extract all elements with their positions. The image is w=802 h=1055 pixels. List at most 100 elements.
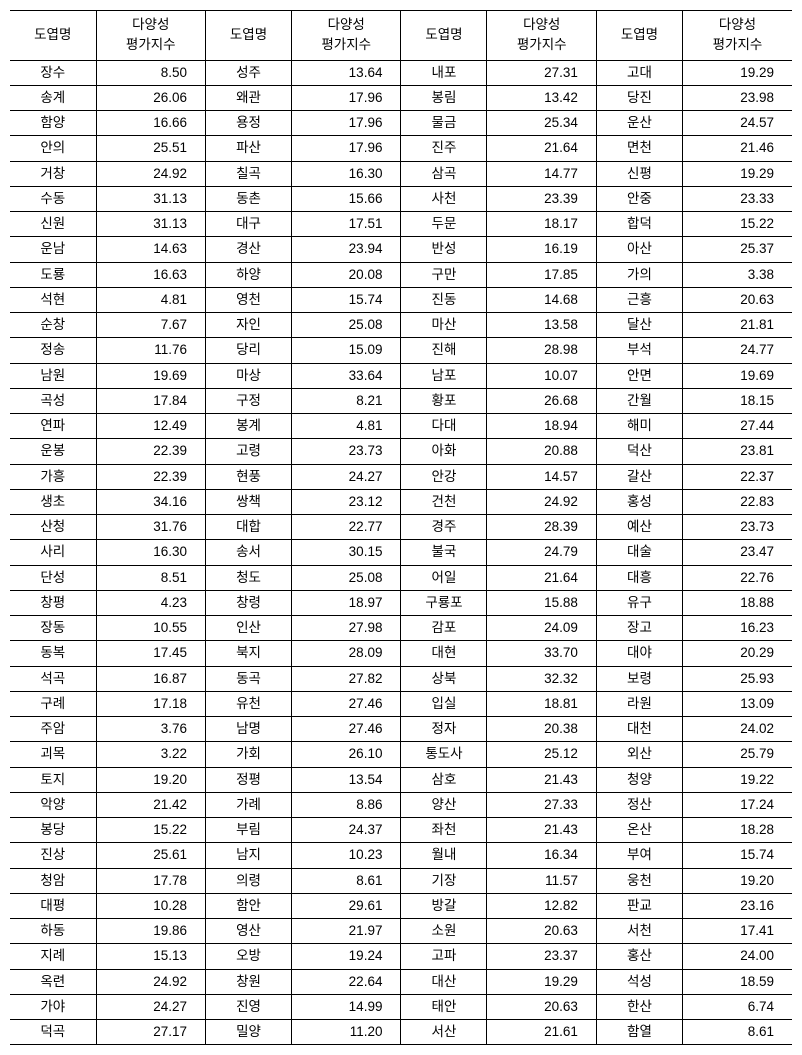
cell-name: 순창 bbox=[10, 313, 96, 338]
col-header-name-2: 도엽명 bbox=[205, 11, 291, 61]
table-row: 대평10.28함안29.61방갈12.82판교23.16 bbox=[10, 893, 792, 918]
cell-value: 11.20 bbox=[292, 1020, 401, 1045]
cell-name: 부여 bbox=[596, 843, 682, 868]
cell-name: 청암 bbox=[10, 868, 96, 893]
table-row: 석곡16.87동곡27.82상북32.32보령25.93 bbox=[10, 666, 792, 691]
cell-value: 17.41 bbox=[682, 919, 792, 944]
cell-name: 안면 bbox=[596, 363, 682, 388]
cell-value: 19.86 bbox=[96, 919, 205, 944]
cell-value: 21.43 bbox=[487, 818, 596, 843]
cell-value: 23.39 bbox=[487, 186, 596, 211]
cell-value: 15.88 bbox=[487, 590, 596, 615]
cell-value: 22.64 bbox=[292, 969, 401, 994]
cell-value: 24.57 bbox=[682, 111, 792, 136]
table-row: 석현4.81영천15.74진동14.68근흥20.63 bbox=[10, 287, 792, 312]
cell-name: 가례 bbox=[205, 792, 291, 817]
cell-value: 17.18 bbox=[96, 691, 205, 716]
table-row: 청암17.78의령8.61기장11.57웅천19.20 bbox=[10, 868, 792, 893]
cell-value: 15.74 bbox=[682, 843, 792, 868]
cell-name: 정평 bbox=[205, 767, 291, 792]
table-row: 남원19.69마상33.64남포10.07안면19.69 bbox=[10, 363, 792, 388]
cell-value: 27.46 bbox=[292, 717, 401, 742]
cell-name: 기장 bbox=[401, 868, 487, 893]
cell-value: 20.29 bbox=[682, 641, 792, 666]
cell-name: 칠곡 bbox=[205, 161, 291, 186]
cell-name: 의령 bbox=[205, 868, 291, 893]
cell-value: 19.20 bbox=[682, 868, 792, 893]
diversity-index-table: 도엽명 다양성평가지수 도엽명 다양성평가지수 도엽명 다양성평가지수 도엽명 … bbox=[10, 10, 792, 1045]
cell-name: 구만 bbox=[401, 262, 487, 287]
table-row: 곡성17.84구정8.21황포26.68간월18.15 bbox=[10, 388, 792, 413]
table-row: 창평4.23창령18.97구룡포15.88유구18.88 bbox=[10, 590, 792, 615]
col-header-value-1: 다양성평가지수 bbox=[96, 11, 205, 61]
cell-value: 11.57 bbox=[487, 868, 596, 893]
cell-value: 24.27 bbox=[292, 464, 401, 489]
cell-value: 24.27 bbox=[96, 994, 205, 1019]
table-row: 정송11.76당리15.09진해28.98부석24.77 bbox=[10, 338, 792, 363]
cell-name: 태안 bbox=[401, 994, 487, 1019]
cell-name: 물금 bbox=[401, 111, 487, 136]
cell-name: 두문 bbox=[401, 212, 487, 237]
cell-name: 파산 bbox=[205, 136, 291, 161]
cell-value: 24.92 bbox=[487, 489, 596, 514]
table-row: 안의25.51파산17.96진주21.64면천21.46 bbox=[10, 136, 792, 161]
cell-value: 8.61 bbox=[682, 1020, 792, 1045]
cell-value: 21.97 bbox=[292, 919, 401, 944]
cell-value: 14.99 bbox=[292, 994, 401, 1019]
cell-value: 23.94 bbox=[292, 237, 401, 262]
table-row: 단성8.51청도25.08어일21.64대흥22.76 bbox=[10, 565, 792, 590]
cell-name: 유천 bbox=[205, 691, 291, 716]
table-row: 송계26.06왜관17.96봉림13.42당진23.98 bbox=[10, 85, 792, 110]
cell-value: 16.63 bbox=[96, 262, 205, 287]
cell-value: 25.08 bbox=[292, 565, 401, 590]
cell-value: 24.02 bbox=[682, 717, 792, 742]
cell-name: 건천 bbox=[401, 489, 487, 514]
cell-name: 영천 bbox=[205, 287, 291, 312]
cell-name: 부림 bbox=[205, 818, 291, 843]
cell-name: 석성 bbox=[596, 969, 682, 994]
cell-value: 12.49 bbox=[96, 414, 205, 439]
cell-name: 대흥 bbox=[596, 565, 682, 590]
cell-value: 17.84 bbox=[96, 388, 205, 413]
cell-name: 단성 bbox=[10, 565, 96, 590]
cell-value: 24.92 bbox=[96, 969, 205, 994]
cell-name: 갈산 bbox=[596, 464, 682, 489]
cell-name: 황포 bbox=[401, 388, 487, 413]
cell-name: 동곡 bbox=[205, 666, 291, 691]
cell-value: 17.51 bbox=[292, 212, 401, 237]
cell-name: 안의 bbox=[10, 136, 96, 161]
table-row: 주암3.76남명27.46정자20.38대천24.02 bbox=[10, 717, 792, 742]
cell-value: 4.81 bbox=[292, 414, 401, 439]
cell-name: 진동 bbox=[401, 287, 487, 312]
table-row: 연파12.49봉계4.81다대18.94해미27.44 bbox=[10, 414, 792, 439]
table-row: 순창7.67자인25.08마산13.58달산21.81 bbox=[10, 313, 792, 338]
cell-name: 옥련 bbox=[10, 969, 96, 994]
cell-name: 면천 bbox=[596, 136, 682, 161]
cell-value: 25.34 bbox=[487, 111, 596, 136]
cell-name: 온산 bbox=[596, 818, 682, 843]
cell-value: 20.63 bbox=[487, 994, 596, 1019]
cell-value: 18.28 bbox=[682, 818, 792, 843]
cell-name: 삼호 bbox=[401, 767, 487, 792]
cell-name: 주암 bbox=[10, 717, 96, 742]
cell-name: 운봉 bbox=[10, 439, 96, 464]
cell-name: 북지 bbox=[205, 641, 291, 666]
table-row: 덕곡27.17밀양11.20서산21.61함열8.61 bbox=[10, 1020, 792, 1045]
cell-value: 27.82 bbox=[292, 666, 401, 691]
cell-name: 하양 bbox=[205, 262, 291, 287]
cell-name: 덕산 bbox=[596, 439, 682, 464]
cell-name: 장동 bbox=[10, 616, 96, 641]
cell-value: 15.22 bbox=[682, 212, 792, 237]
cell-value: 16.87 bbox=[96, 666, 205, 691]
cell-value: 20.63 bbox=[487, 919, 596, 944]
cell-value: 23.12 bbox=[292, 489, 401, 514]
cell-value: 15.22 bbox=[96, 818, 205, 843]
cell-value: 20.08 bbox=[292, 262, 401, 287]
cell-value: 19.24 bbox=[292, 944, 401, 969]
cell-value: 28.98 bbox=[487, 338, 596, 363]
cell-name: 당진 bbox=[596, 85, 682, 110]
cell-value: 27.17 bbox=[96, 1020, 205, 1045]
cell-name: 석현 bbox=[10, 287, 96, 312]
cell-value: 17.78 bbox=[96, 868, 205, 893]
cell-value: 13.09 bbox=[682, 691, 792, 716]
